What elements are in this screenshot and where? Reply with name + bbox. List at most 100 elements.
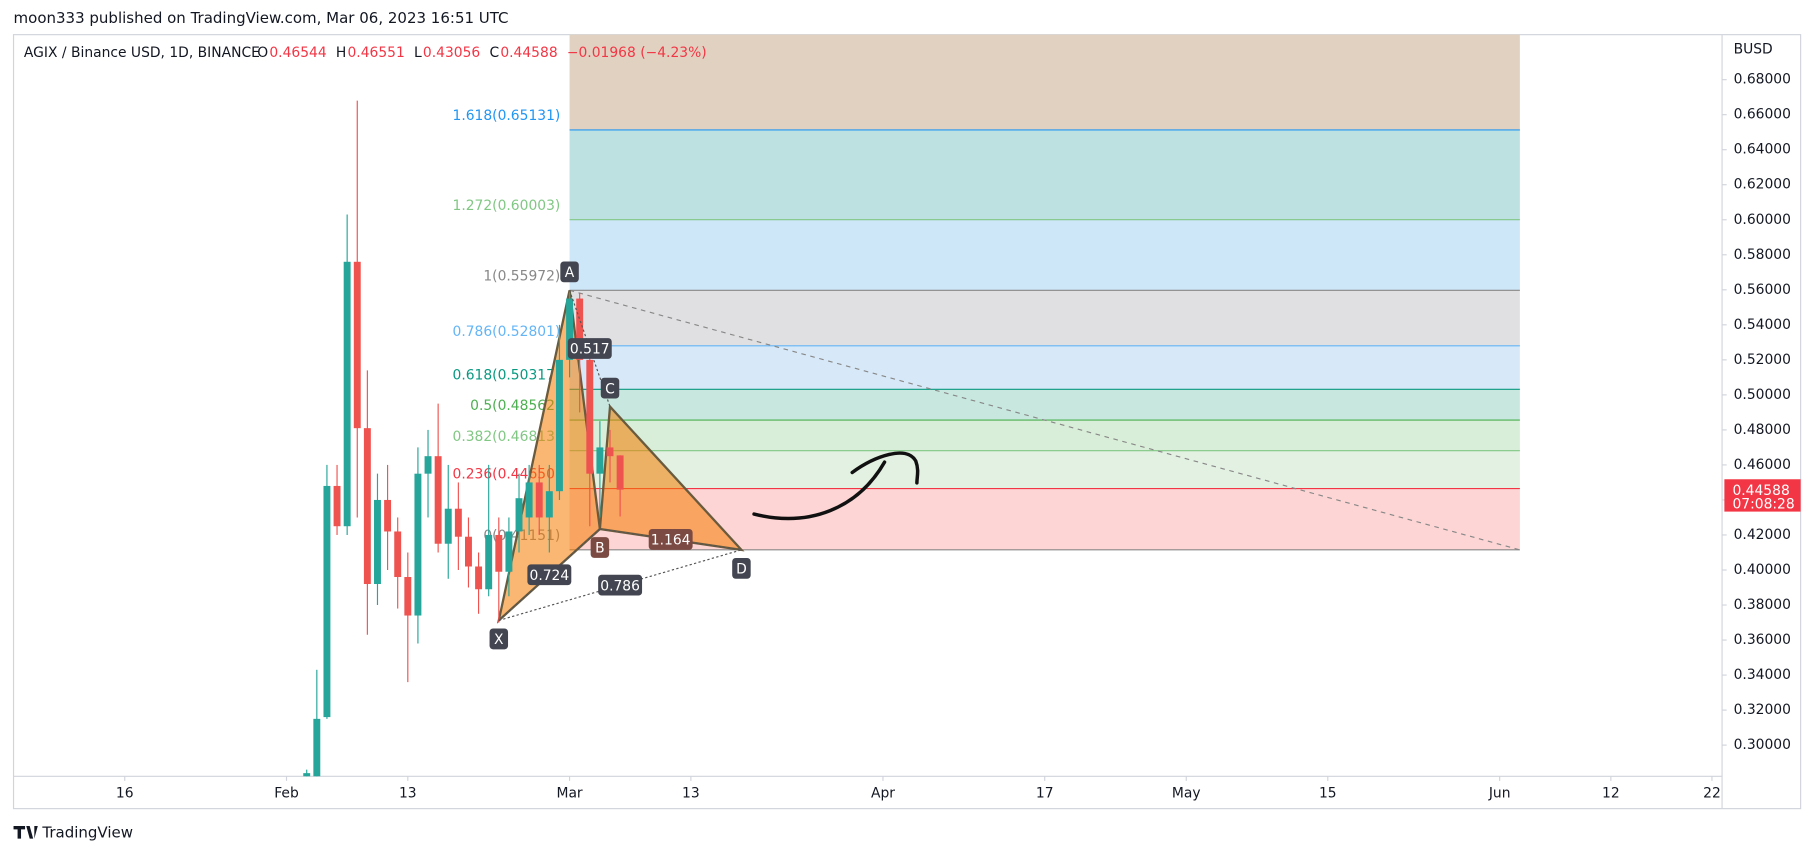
ratio-label: 0.517 [570, 342, 610, 358]
candle-body [616, 455, 624, 490]
y-tick-label: 0.54000 [1734, 317, 1791, 333]
candle-body [404, 577, 412, 616]
candle-body [525, 482, 533, 518]
x-tick-label: Jun [1488, 786, 1511, 802]
y-tick-label: 0.52000 [1734, 352, 1791, 368]
legend-key: L [414, 45, 422, 61]
ratio-label: 0.786 [600, 578, 640, 594]
brand-logo [13, 825, 38, 839]
candle-body [303, 773, 311, 777]
fib-zone [569, 290, 1520, 346]
point-label: C [605, 381, 615, 397]
y-tick-label: 0.68000 [1734, 72, 1791, 88]
brand: TradingView [41, 823, 133, 841]
fib-level-label: 0.5(0.48562) [470, 398, 560, 414]
candle-body [353, 261, 361, 429]
candle-body [444, 508, 452, 544]
fib-zone [569, 34, 1520, 130]
legend-value: 0.43056 [423, 45, 480, 61]
fib-zone [569, 389, 1520, 421]
fib-zone [569, 129, 1520, 220]
hand-drawn-arrow [752, 451, 920, 521]
legend-value: 0.44588 [500, 45, 557, 61]
legend-key: H [336, 45, 346, 61]
fib-level-label: 0.382(0.46813) [453, 429, 561, 445]
legend-change: −0.01968 (−4.23%) [567, 45, 707, 61]
fib-zone [569, 219, 1520, 291]
fib-level-label: 1(0.55972) [483, 268, 560, 284]
x-tick-label: Feb [274, 786, 299, 802]
symbol-title: AGIX / Binance USD, 1D, BINANCE [24, 45, 260, 61]
candle-body [505, 531, 513, 572]
fib-level-label: 0.618(0.50317) [453, 367, 561, 383]
candle-body [485, 534, 493, 590]
candle-body [313, 718, 321, 777]
y-tick-label: 0.58000 [1734, 247, 1791, 263]
point-badge [489, 628, 509, 650]
y-tick-label: 0.62000 [1734, 177, 1791, 193]
candle-body [414, 473, 422, 616]
candle-body [374, 499, 381, 585]
x-tick-label: 22 [1703, 786, 1721, 802]
candle-body [465, 536, 472, 567]
fib-level-label: 1.618(0.65131) [453, 108, 561, 124]
candle-body [475, 566, 483, 590]
point-label: X [494, 632, 504, 648]
candle-body [384, 499, 392, 532]
candle-body [343, 261, 351, 527]
y-tick-label: 0.34000 [1734, 667, 1791, 683]
ratio-badge [567, 338, 612, 359]
candle-body [363, 428, 371, 585]
currency: BUSD [1734, 42, 1773, 58]
point-badge [590, 537, 610, 558]
y-tick-label: 0.36000 [1734, 632, 1791, 648]
candle-body [495, 534, 503, 572]
x-tick-label: 12 [1602, 786, 1620, 802]
x-tick-label: Mar [556, 786, 582, 802]
fib-zone [569, 450, 1520, 489]
y-tick-label: 0.66000 [1734, 107, 1791, 123]
x-tick-label: 16 [116, 786, 134, 802]
trendline [569, 289, 1521, 551]
point-label: D [736, 561, 747, 577]
candle-body [606, 447, 614, 457]
fib-level-label: 1.272(0.60003) [453, 198, 561, 214]
x-tick-label: Apr [871, 786, 895, 802]
fib-zone [569, 420, 1520, 451]
point-label: A [565, 265, 575, 281]
ratio-label: 0.724 [530, 568, 570, 584]
legend-value: 0.46544 [269, 45, 326, 61]
fib-level-label: 0.786(0.52801) [453, 324, 561, 340]
legend: AGIX / Binance USD, 1D, BINANCE O 0.46544… [24, 45, 707, 61]
y-tick-label: 0.46000 [1734, 457, 1791, 473]
point-label: B [595, 541, 605, 557]
x-tick-label: 15 [1319, 786, 1337, 802]
point-badge [732, 557, 751, 579]
ratio-badge [648, 529, 693, 550]
countdown: 07:08:28 [1732, 497, 1794, 513]
y-tick-label: 0.60000 [1734, 212, 1791, 228]
y-tick-label: 0.56000 [1734, 282, 1791, 298]
x-tick-label: 13 [682, 786, 700, 802]
candle-body [394, 531, 402, 578]
candle-body [566, 298, 574, 360]
x-tick-label: 13 [399, 786, 417, 802]
y-tick-label: 0.40000 [1734, 562, 1791, 578]
point-badge [560, 261, 579, 283]
y-tick-label: 0.48000 [1734, 422, 1791, 438]
point-badge [600, 377, 620, 399]
candle-body [323, 485, 331, 718]
candle-body [586, 359, 594, 474]
candle-body [515, 498, 523, 532]
published-note: moon333 published on TradingView.com, Ma… [14, 9, 509, 27]
candle-body [333, 485, 341, 527]
candle-body [576, 298, 584, 360]
legend-key: C [489, 45, 499, 61]
y-tick-label: 0.32000 [1734, 702, 1791, 718]
candle-body [545, 491, 553, 518]
legend-value: 0.46551 [347, 45, 404, 61]
legend-key: O [257, 45, 268, 61]
candle-body [454, 508, 462, 537]
